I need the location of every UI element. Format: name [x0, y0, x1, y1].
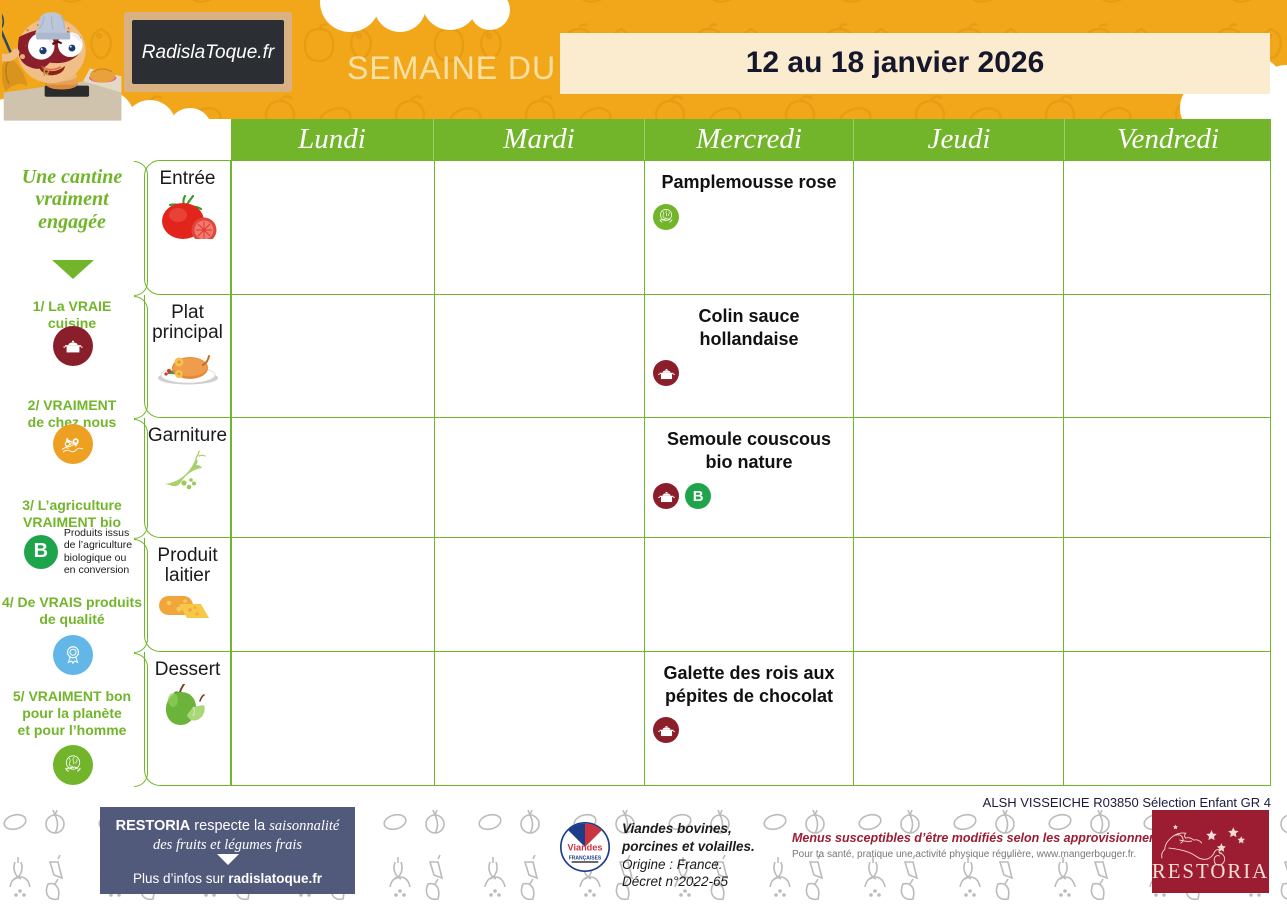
svg-text:FRANÇAISES: FRANÇAISES	[569, 856, 602, 862]
svg-text:R: R	[43, 68, 50, 78]
svg-text:Viandes: Viandes	[568, 842, 603, 852]
svg-text:RESTORIA: RESTORIA	[1152, 859, 1269, 883]
